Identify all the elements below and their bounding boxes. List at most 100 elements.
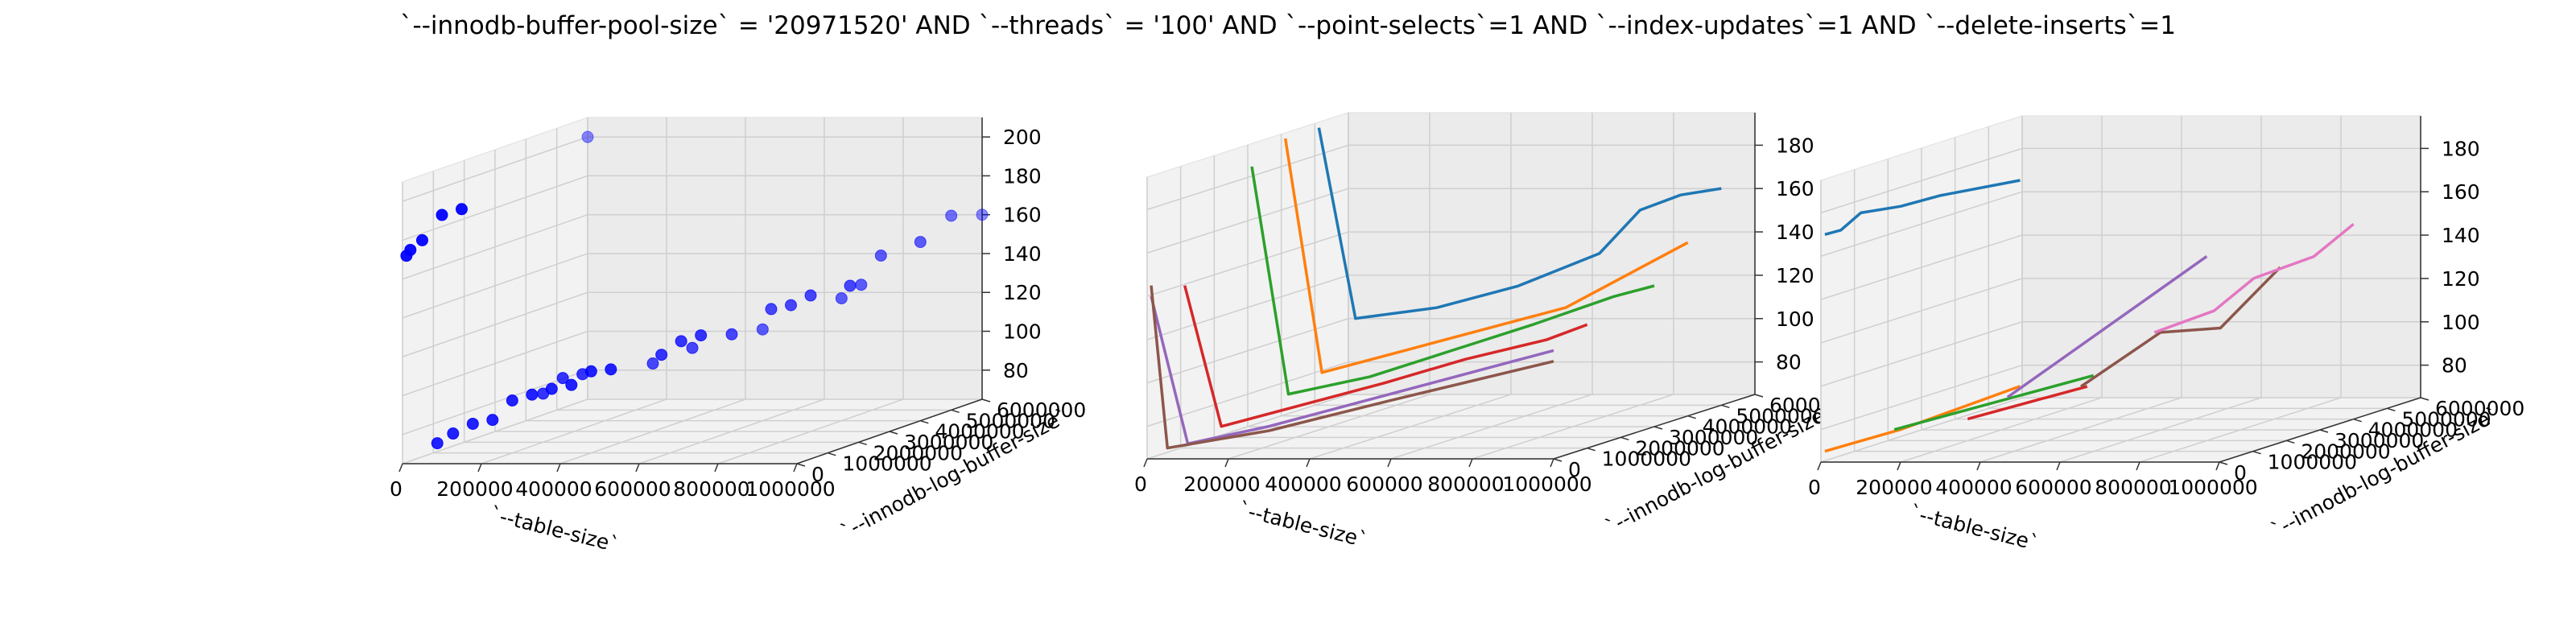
y-tick-label: 3000000: [1669, 426, 1758, 449]
y-tick-mark: [1721, 404, 1730, 409]
grid-line-z: [1820, 364, 2421, 431]
series-line-2: [1283, 138, 1689, 374]
y-tick-label: 4000000: [935, 420, 1024, 444]
y-tick-label: 5000000: [1736, 404, 1825, 427]
x-tick-mark: [1387, 458, 1392, 468]
scatter-point: [914, 236, 927, 249]
back-pane: [2021, 115, 2421, 398]
x-tick-mark: [1306, 458, 1311, 468]
y-tick-label: 4000000: [2368, 419, 2458, 442]
x-tick-label: 600000: [2015, 476, 2091, 499]
y-tick-mark: [1553, 458, 1563, 462]
x-tick-mark: [1468, 458, 1473, 468]
grid-line-y: [432, 171, 828, 454]
scatter-point: [545, 382, 558, 395]
x-tick-label: 200000: [436, 477, 513, 501]
x-tick-mark: [2215, 461, 2220, 471]
z-tick-label: 100: [1776, 308, 1814, 331]
scatter-point: [526, 388, 539, 401]
x-tick-label: 800000: [2095, 476, 2171, 499]
x-tick-label: 600000: [594, 477, 671, 501]
z-tick-label: 80: [1003, 359, 1029, 382]
z-tick-label: 120: [1776, 264, 1814, 287]
grid-line-z: [402, 213, 982, 280]
z-tick-label: 180: [1776, 134, 1814, 157]
z-tick-label: 80: [2442, 354, 2467, 378]
y-tick-label: 1000000: [2268, 451, 2357, 474]
scatter-point: [447, 427, 460, 440]
series-line-6: [2080, 266, 2281, 388]
x-tick-label: 1000000: [745, 477, 835, 501]
x-axis-label: `--table-size`: [488, 502, 621, 557]
scatter-point: [844, 279, 857, 292]
scatter-point: [584, 365, 597, 378]
y-tick-mark: [1620, 436, 1629, 441]
x-tick-mark: [1976, 461, 1981, 471]
grid-line-z: [1820, 147, 2421, 214]
grid-line-z: [402, 136, 982, 202]
y-tick-mark: [951, 409, 960, 414]
y-tick-label: 0: [1568, 458, 1581, 481]
x-axis-label: `--table-size`: [1236, 497, 1370, 552]
scatter-point: [416, 233, 428, 246]
scatter-point: [436, 208, 448, 221]
scatter-point: [945, 209, 958, 222]
x-tick-mark: [1897, 461, 1901, 471]
scatter-point: [565, 378, 578, 391]
scatter-point: [466, 417, 479, 430]
back-pane: [587, 117, 983, 400]
grid-line-z: [402, 291, 982, 357]
y-tick-mark: [2319, 429, 2329, 433]
x-tick-label: 400000: [1265, 473, 1341, 496]
series-line-3: [1250, 166, 1655, 396]
series-line-1: [1824, 179, 2021, 236]
scatter-point: [756, 323, 769, 336]
grid-line-y: [2021, 116, 2421, 398]
grid-line-y: [525, 138, 921, 422]
x-tick-mark: [2136, 461, 2140, 471]
scatter-point: [976, 208, 989, 221]
x-tick-label: 600000: [1346, 473, 1422, 496]
grid-line-y: [555, 128, 952, 411]
y-tick-label: 2000000: [873, 441, 963, 464]
y-tick-label: 6000000: [2435, 397, 2524, 420]
y-tick-mark: [2353, 418, 2362, 423]
series-line-4: [1967, 385, 2088, 421]
grid-line-z: [1820, 191, 2421, 257]
x-tick-label: 200000: [1183, 473, 1260, 496]
y-tick-mark: [858, 441, 867, 446]
z-tick-label: 80: [1776, 351, 1802, 374]
z-tick-label: 140: [2442, 224, 2480, 247]
grid-line-y: [1988, 126, 2388, 410]
y-tick-label: 5000000: [966, 409, 1055, 432]
series-line-6: [1150, 285, 1554, 450]
x-tick-label: 400000: [515, 477, 592, 501]
scatter-point: [506, 394, 518, 407]
scatter-point: [605, 363, 617, 376]
x-tick-mark: [1550, 458, 1554, 468]
x-tick-label: 800000: [673, 477, 749, 501]
grid-line-z: [1146, 318, 1755, 384]
x-tick-mark: [1817, 461, 1822, 471]
x-tick-mark: [477, 463, 482, 473]
y-tick-mark: [1587, 447, 1596, 452]
grid-line-y: [1887, 159, 2287, 442]
z-tick-label: 160: [2442, 180, 2480, 204]
x-tick-label: 0: [1808, 476, 1821, 499]
y-tick-mark: [1687, 415, 1696, 419]
grid-line-y: [587, 118, 982, 400]
series-line-4: [1183, 285, 1588, 428]
y-tick-mark: [828, 452, 836, 456]
scatter-point: [556, 372, 569, 385]
z-tick-label: 180: [2442, 137, 2480, 160]
scatter-point: [874, 249, 887, 262]
scatter-point: [686, 341, 699, 354]
scatter-point: [581, 130, 594, 143]
scatter-point: [431, 437, 444, 450]
grid-line-z: [1820, 278, 2421, 344]
y-tick-mark: [1653, 426, 1663, 430]
